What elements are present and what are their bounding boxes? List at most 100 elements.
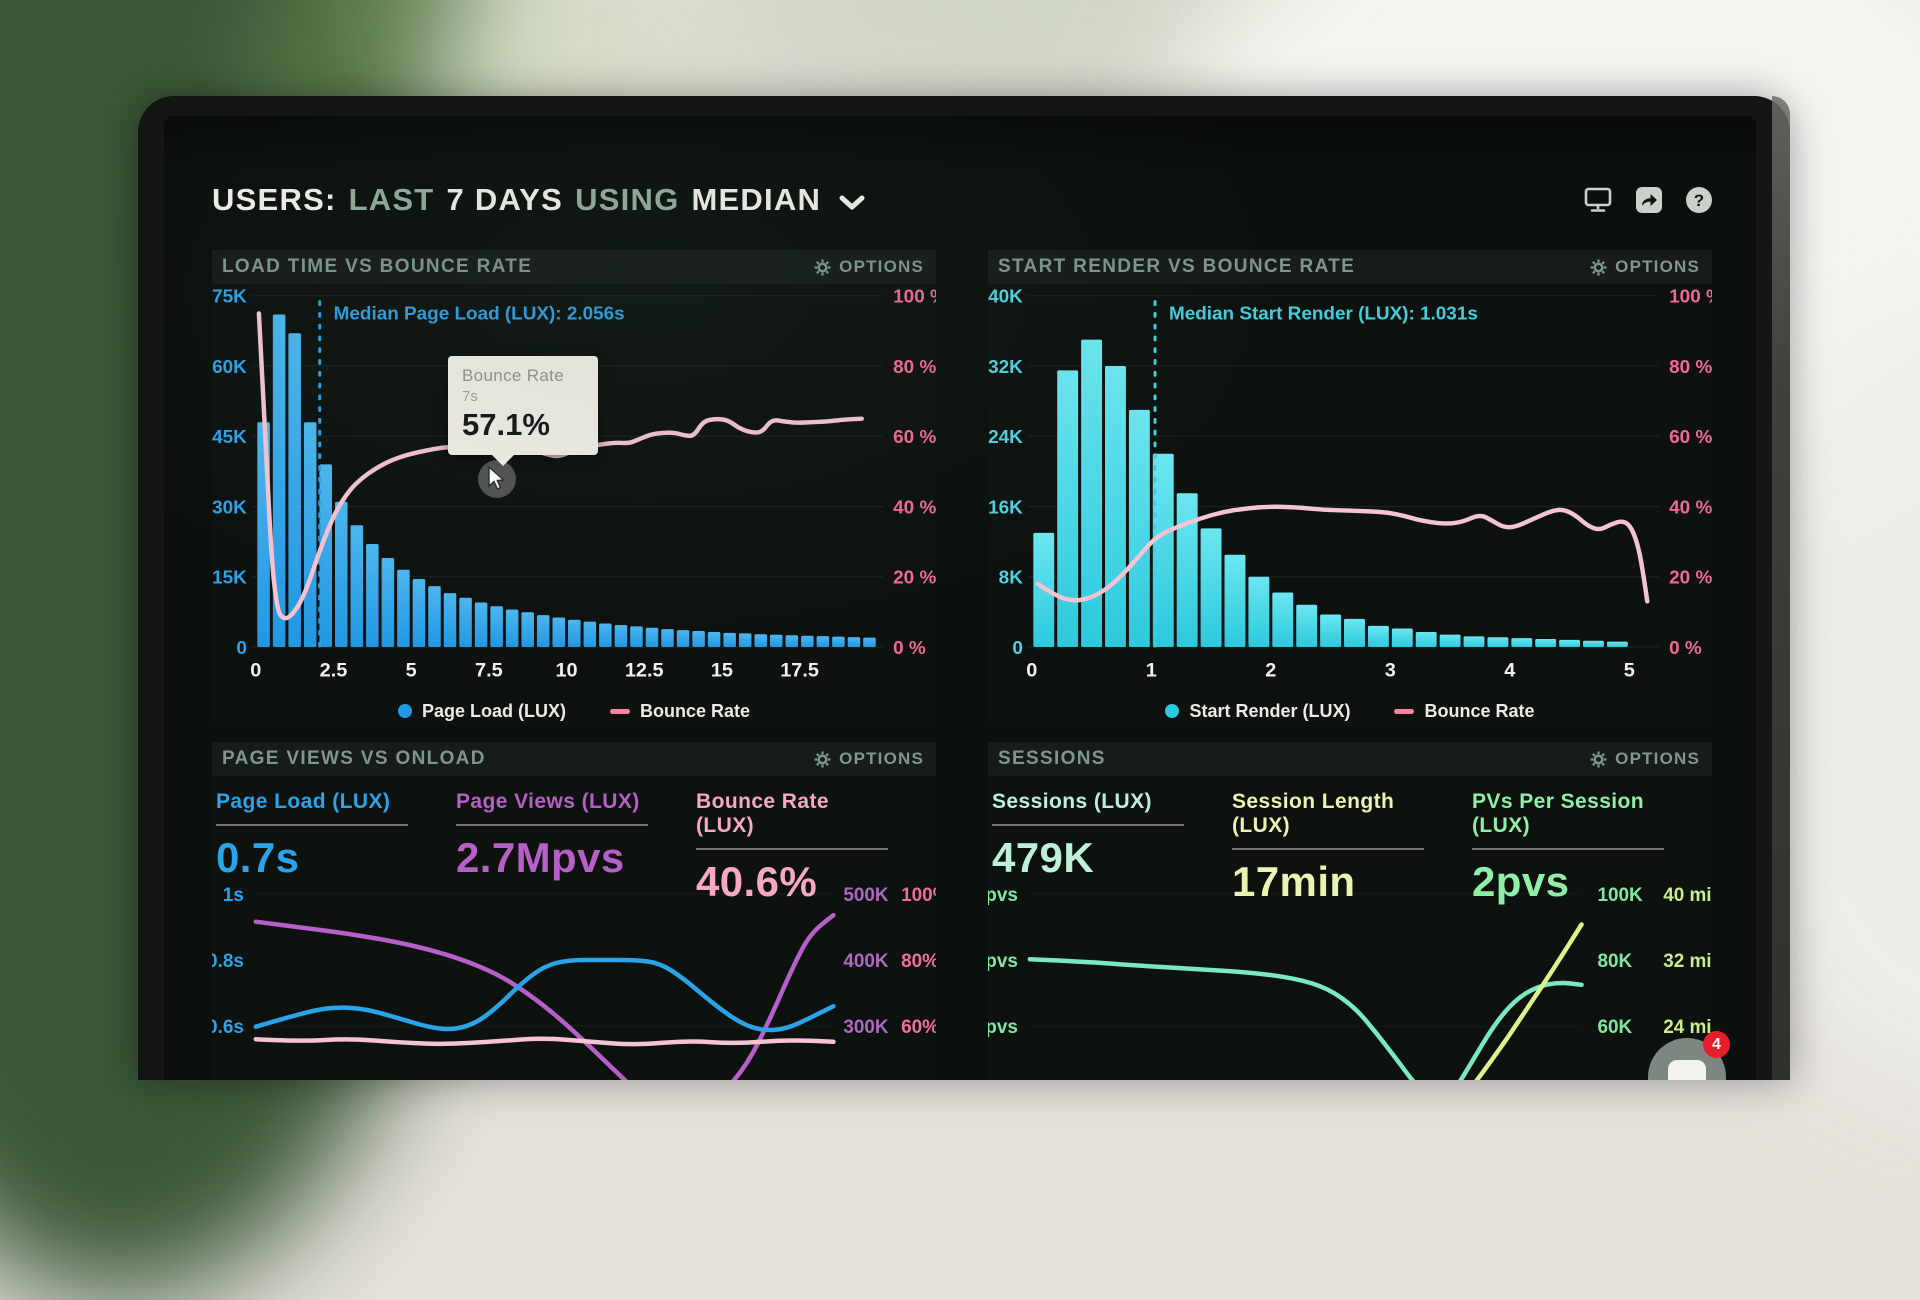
histogram-bar[interactable] [1463, 636, 1485, 647]
histogram-bar[interactable] [1559, 639, 1581, 647]
series-line [253, 912, 836, 1080]
load-time-vs-bounce-rate-chart[interactable]: Median Page Load (LUX): 2.056s 75K 60K 45K 3… [212, 284, 936, 696]
histogram-bar[interactable] [1152, 453, 1174, 647]
display-icon[interactable] [1584, 187, 1612, 213]
histogram-bar[interactable] [645, 627, 659, 647]
help-icon[interactable]: ? [1686, 187, 1712, 213]
histogram-bar[interactable] [1272, 592, 1294, 647]
histogram-bar[interactable] [1606, 641, 1628, 647]
options-button[interactable]: OPTIONS [1590, 749, 1700, 769]
histogram-bar[interactable] [1415, 632, 1437, 647]
histogram-bar[interactable] [630, 626, 643, 647]
histogram-bar[interactable] [1224, 554, 1246, 647]
histogram-bar[interactable] [381, 557, 395, 647]
right-axis-tick: 100 % [1669, 286, 1712, 307]
histogram-bar[interactable] [350, 525, 364, 647]
histogram-bar[interactable] [1391, 628, 1413, 647]
histogram-bar[interactable] [412, 579, 426, 647]
histogram-bar[interactable] [1057, 370, 1079, 647]
histogram-bar[interactable] [1439, 634, 1461, 647]
histogram-bar[interactable] [1248, 576, 1270, 647]
histogram-bar[interactable] [1535, 639, 1557, 647]
histogram-bar[interactable] [832, 636, 845, 647]
histogram-bar[interactable] [474, 602, 488, 647]
left-axis-tick: 30K [212, 496, 247, 517]
dashboard: USERS: LAST 7 DAYS USING MEDIAN [164, 116, 1756, 1080]
metric-divider [216, 824, 408, 826]
filter-dropdown[interactable]: USERS: LAST 7 DAYS USING MEDIAN [212, 182, 865, 218]
title-users: USERS: [212, 182, 337, 217]
histogram-bar[interactable] [614, 624, 628, 647]
title-using: USING [575, 182, 680, 217]
page-views-vs-onload-chart[interactable]: 1s 0.8s 0.6s 500K 400K 300K 100% 80% 60% [212, 880, 936, 1080]
histogram-bar[interactable] [1367, 625, 1389, 647]
histogram-bar[interactable] [319, 464, 333, 647]
histogram-bar[interactable] [661, 629, 674, 647]
left-axis-tick: 8K [999, 567, 1024, 588]
series-line [1474, 922, 1584, 1080]
histogram-bar[interactable] [707, 631, 721, 647]
histogram-bar[interactable] [272, 314, 286, 647]
options-button[interactable]: OPTIONS [814, 257, 924, 277]
histogram-bar[interactable] [1320, 614, 1342, 647]
histogram-bar[interactable] [1487, 637, 1509, 647]
legend-dash-marker [1394, 708, 1415, 714]
histogram-bar[interactable] [1511, 638, 1533, 647]
histogram-bar[interactable] [863, 637, 876, 647]
histogram-bar[interactable] [676, 630, 690, 647]
metric-value: 479K [992, 834, 1095, 881]
share-icon[interactable] [1636, 187, 1662, 213]
histogram-bar[interactable] [1176, 493, 1198, 647]
histogram-bar[interactable] [490, 606, 503, 647]
histogram-bar[interactable] [334, 501, 348, 647]
histogram-bar[interactable] [692, 631, 705, 647]
histogram-bar[interactable] [1344, 618, 1365, 647]
options-button[interactable]: OPTIONS [1590, 257, 1700, 277]
left-axis-tick: 1s [223, 885, 244, 906]
histogram-bar[interactable] [1296, 604, 1318, 647]
histogram-bar[interactable] [816, 636, 830, 647]
legend-start-render: Start Render (LUX) [1165, 701, 1350, 722]
histogram-bar[interactable] [536, 615, 550, 647]
histogram-bar[interactable] [505, 609, 519, 647]
histogram-bar[interactable] [397, 569, 410, 647]
histogram-bar[interactable] [1105, 366, 1126, 647]
histogram-bar[interactable] [1081, 339, 1103, 647]
histogram-bar[interactable] [769, 634, 783, 647]
load-time-chart-area: Median Page Load (LUX): 2.056s 75K 60K 45K 3… [212, 284, 936, 696]
histogram-bar[interactable] [428, 586, 441, 647]
series-line [253, 1036, 836, 1047]
start-render-vs-bounce-rate-chart[interactable]: Median Start Render (LUX): 1.031s 40K 32K 2… [988, 284, 1712, 696]
mouse-cursor [478, 460, 516, 498]
histogram-bar[interactable] [723, 632, 736, 647]
histogram-bar[interactable] [801, 635, 814, 647]
legend: Start Render (LUX) Bounce Rate [988, 696, 1712, 726]
panel-sessions: SESSIONS OPTIONS [988, 742, 1712, 1080]
x-axis-tick: 12.5 [625, 660, 664, 682]
histogram-bar[interactable] [583, 621, 597, 647]
options-button[interactable]: OPTIONS [814, 749, 924, 769]
histogram-bar[interactable] [521, 612, 534, 647]
histogram-bar[interactable] [443, 593, 457, 647]
histogram-bar[interactable] [785, 635, 799, 647]
histogram-bar[interactable] [599, 623, 612, 647]
sessions-chart[interactable]: 4 pvs 3.2 pvs 2.4 pvs 100K 80K 60K 40 min 32 mi… [988, 880, 1712, 1080]
histogram-bar[interactable] [459, 597, 472, 647]
histogram-bar[interactable] [552, 617, 566, 647]
median-label: Median Start Render (LUX): 1.031s [1169, 302, 1478, 323]
panel-start-render-header: START RENDER VS BOUNCE RATE [988, 250, 1712, 284]
right-axis-tick: 0 % [893, 637, 926, 658]
histogram-bar[interactable] [1128, 409, 1150, 647]
metric-label: PVs Per Session (LUX) [1472, 790, 1645, 837]
x-axis-tick: 0 [250, 660, 261, 682]
histogram-bar[interactable] [288, 333, 301, 647]
histogram-bar[interactable] [366, 543, 379, 647]
histogram-bar[interactable] [568, 619, 581, 647]
histogram-bar[interactable] [847, 637, 861, 647]
histogram-bar[interactable] [1583, 640, 1604, 647]
histogram-bar[interactable] [303, 422, 317, 647]
legend: Page Load (LUX) Bounce Rate [212, 696, 936, 726]
histogram-bar[interactable] [754, 634, 768, 647]
histogram-bar[interactable] [1200, 528, 1222, 647]
histogram-bar[interactable] [738, 633, 752, 647]
